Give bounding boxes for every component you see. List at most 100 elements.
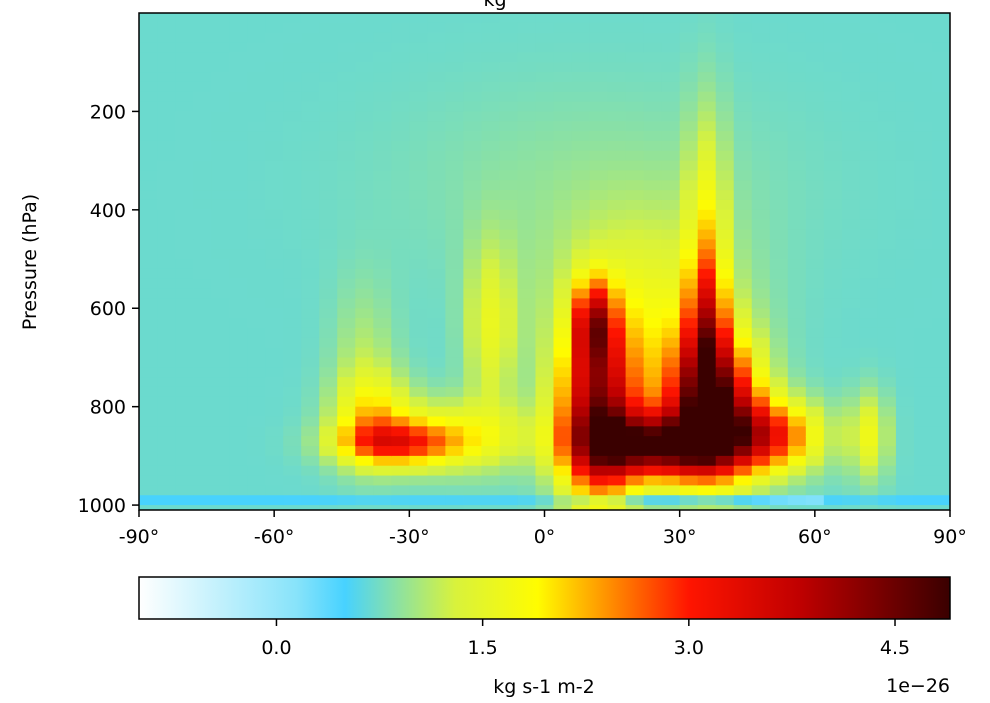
heatmap-cell xyxy=(481,259,501,270)
heatmap-cell xyxy=(625,121,645,132)
heatmap-cell xyxy=(769,72,789,83)
heatmap-cell xyxy=(733,278,753,290)
heatmap-cell xyxy=(877,436,897,447)
heatmap-cell xyxy=(769,219,789,231)
heatmap-cell xyxy=(841,406,861,418)
heatmap-cell xyxy=(877,32,897,44)
heatmap-cell xyxy=(283,101,302,113)
heatmap-cell xyxy=(409,396,428,408)
heatmap-cell xyxy=(553,81,573,93)
heatmap-cell xyxy=(913,406,933,418)
heatmap-cell xyxy=(805,239,825,250)
x-tick-label: 60° xyxy=(798,526,832,548)
heatmap-cell xyxy=(319,190,338,201)
heatmap-cell xyxy=(625,308,645,319)
heatmap-cell xyxy=(283,268,302,280)
heatmap-cell xyxy=(607,219,627,231)
heatmap-cell xyxy=(355,111,374,122)
heatmap-cell xyxy=(373,367,392,378)
heatmap-cell xyxy=(733,426,753,437)
heatmap-cell xyxy=(697,52,717,63)
heatmap-cell xyxy=(283,278,302,290)
heatmap-cell xyxy=(463,347,483,359)
heatmap-cell xyxy=(877,209,897,221)
heatmap-cell xyxy=(499,81,519,93)
heatmap-cell xyxy=(643,131,663,142)
heatmap-cell xyxy=(517,199,537,211)
heatmap-cell xyxy=(913,190,933,201)
heatmap-cell xyxy=(157,318,176,329)
heatmap-cell xyxy=(481,52,501,63)
heatmap-cell xyxy=(139,268,158,280)
heatmap-cell xyxy=(715,111,735,122)
heatmap-cell xyxy=(193,209,212,221)
heatmap-cell xyxy=(265,308,284,319)
heatmap-cell xyxy=(175,406,194,418)
heatmap-cell xyxy=(517,485,537,496)
heatmap-cell xyxy=(229,495,248,506)
heatmap-cell xyxy=(913,239,933,250)
heatmap-cell xyxy=(823,140,843,152)
heatmap-cell xyxy=(391,32,410,44)
heatmap-cell xyxy=(283,406,302,418)
heatmap-cell xyxy=(571,111,591,122)
heatmap-cell xyxy=(517,288,537,300)
heatmap-cell xyxy=(553,406,573,418)
heatmap-cell xyxy=(283,495,302,506)
heatmap-cell xyxy=(913,327,933,339)
heatmap-cell xyxy=(373,298,392,309)
heatmap-cell xyxy=(139,455,158,467)
heatmap-cell xyxy=(445,396,464,408)
heatmap-cell xyxy=(877,416,897,427)
heatmap-cell xyxy=(895,268,915,280)
heatmap-cell xyxy=(769,465,789,477)
heatmap-cell xyxy=(481,121,501,132)
heatmap-cell xyxy=(301,259,320,270)
heatmap-cell xyxy=(391,199,410,211)
heatmap-cell xyxy=(589,91,609,103)
heatmap-cell xyxy=(553,318,573,329)
heatmap-cell xyxy=(571,190,591,201)
heatmap-cell xyxy=(445,209,464,221)
heatmap-cell xyxy=(733,160,753,172)
heatmap-cell xyxy=(895,455,915,467)
heatmap-cell xyxy=(553,455,573,467)
heatmap-cell xyxy=(463,111,483,122)
heatmap-cell xyxy=(157,337,176,349)
heatmap-cell xyxy=(877,190,897,201)
heatmap-cell xyxy=(571,170,591,181)
heatmap-cell xyxy=(589,278,609,290)
heatmap-cell xyxy=(229,436,248,447)
heatmap-cell xyxy=(265,42,284,53)
heatmap-cell xyxy=(805,465,825,477)
heatmap-cell xyxy=(697,219,717,231)
heatmap-cell xyxy=(553,170,573,181)
heatmap-cell xyxy=(355,357,374,368)
heatmap-cell xyxy=(643,367,663,378)
heatmap-cell xyxy=(157,406,176,418)
heatmap-cell xyxy=(211,495,230,506)
heatmap-cell xyxy=(157,239,176,250)
heatmap-cell xyxy=(913,111,933,122)
heatmap-cell xyxy=(139,475,158,486)
heatmap-cell xyxy=(841,150,861,162)
heatmap-cell xyxy=(787,22,807,34)
heatmap-cell xyxy=(265,337,284,349)
heatmap-cell xyxy=(373,406,392,418)
heatmap-cell xyxy=(805,406,825,418)
heatmap-cell xyxy=(787,308,807,319)
heatmap-cell xyxy=(733,495,753,506)
heatmap-cell xyxy=(517,446,537,457)
heatmap-cell xyxy=(139,426,158,437)
heatmap-cell xyxy=(859,367,879,378)
heatmap-cell xyxy=(661,455,681,467)
heatmap-cell xyxy=(661,219,681,231)
heatmap-cell xyxy=(337,357,356,368)
heatmap-cell xyxy=(409,347,428,359)
heatmap-cell xyxy=(445,308,464,319)
heatmap-cell xyxy=(697,327,717,339)
heatmap-cell xyxy=(373,268,392,280)
heatmap-cell xyxy=(355,229,374,240)
heatmap-cell xyxy=(769,475,789,486)
heatmap-cell xyxy=(715,396,735,408)
